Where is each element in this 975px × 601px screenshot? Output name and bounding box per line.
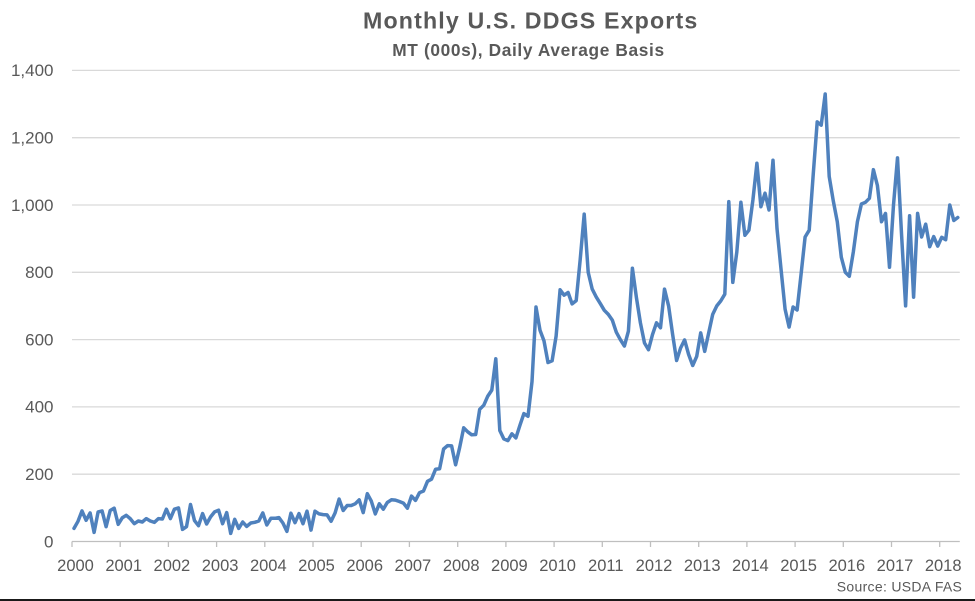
svg-text:2013: 2013 bbox=[684, 557, 721, 575]
svg-text:2001: 2001 bbox=[105, 557, 142, 575]
svg-text:2016: 2016 bbox=[828, 557, 865, 575]
svg-text:2007: 2007 bbox=[395, 557, 432, 575]
svg-text:2009: 2009 bbox=[491, 557, 528, 575]
svg-text:1,400: 1,400 bbox=[11, 61, 54, 80]
svg-text:2005: 2005 bbox=[298, 557, 335, 575]
svg-text:200: 200 bbox=[25, 465, 53, 484]
svg-text:2014: 2014 bbox=[732, 557, 769, 575]
svg-text:0: 0 bbox=[44, 532, 53, 551]
svg-text:2002: 2002 bbox=[154, 557, 191, 575]
svg-text:2000: 2000 bbox=[57, 557, 94, 575]
svg-text:2003: 2003 bbox=[202, 557, 239, 575]
svg-text:Monthly U.S. DDGS Exports: Monthly U.S. DDGS Exports bbox=[363, 8, 698, 34]
svg-text:2011: 2011 bbox=[588, 557, 623, 575]
svg-text:2006: 2006 bbox=[346, 557, 383, 575]
svg-text:2018: 2018 bbox=[925, 557, 962, 575]
svg-text:2017: 2017 bbox=[877, 557, 914, 575]
svg-text:2010: 2010 bbox=[539, 557, 576, 575]
svg-text:MT (000s), Daily Average Basis: MT (000s), Daily Average Basis bbox=[392, 40, 664, 60]
svg-text:1,000: 1,000 bbox=[11, 196, 54, 215]
svg-text:2004: 2004 bbox=[250, 557, 287, 575]
svg-text:800: 800 bbox=[25, 263, 53, 282]
svg-text:Source: USDA FAS: Source: USDA FAS bbox=[837, 579, 962, 595]
svg-text:600: 600 bbox=[25, 330, 53, 349]
svg-text:2012: 2012 bbox=[636, 557, 673, 575]
svg-text:400: 400 bbox=[25, 398, 53, 417]
svg-text:2015: 2015 bbox=[780, 557, 817, 575]
svg-text:1,200: 1,200 bbox=[11, 129, 54, 148]
svg-text:2008: 2008 bbox=[443, 557, 480, 575]
